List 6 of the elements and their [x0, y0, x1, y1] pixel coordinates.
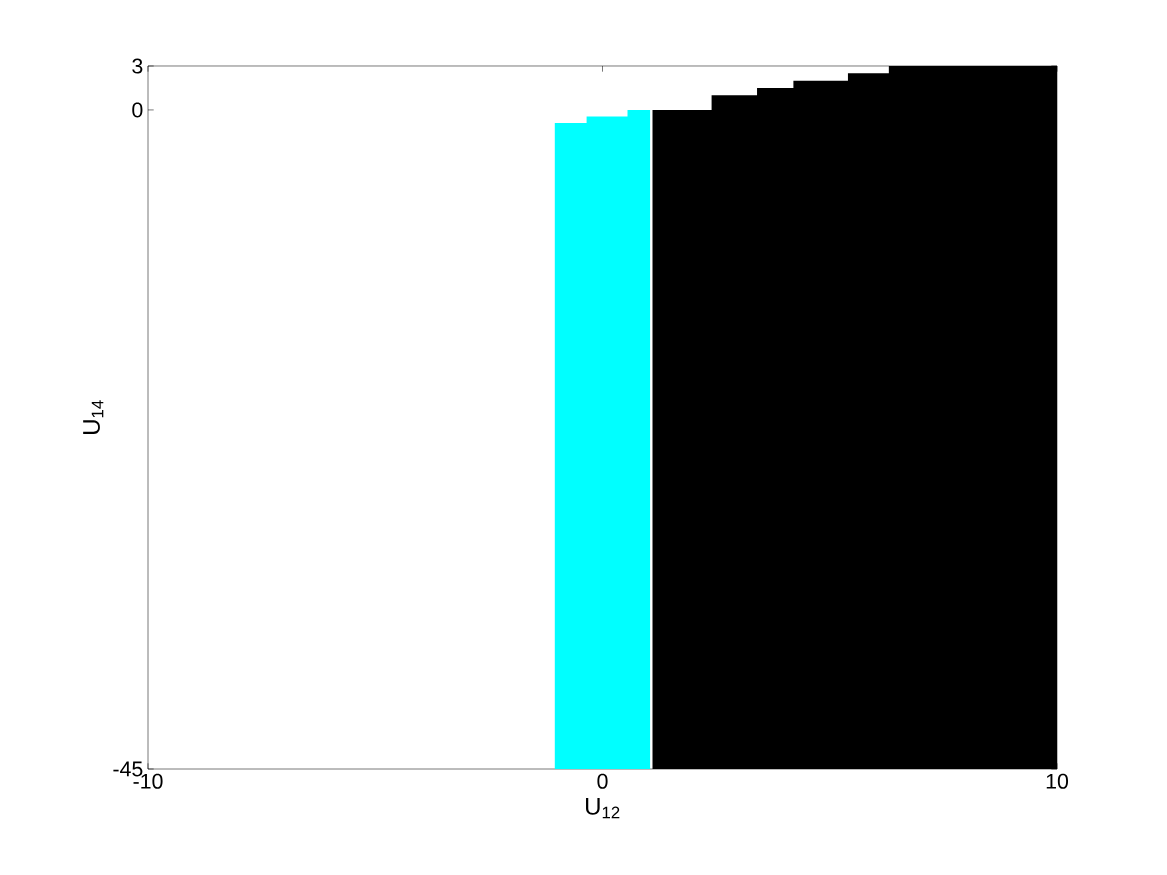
x-tick-label: 0: [597, 773, 608, 789]
y-axis-title: U$_{14}$: [83, 400, 104, 434]
y-tick-label: 3: [132, 58, 143, 74]
y-tick-label: 0: [132, 102, 143, 118]
x-axis-title: U$_{12}$: [586, 797, 620, 819]
x-tick-label: 10: [1046, 773, 1069, 789]
